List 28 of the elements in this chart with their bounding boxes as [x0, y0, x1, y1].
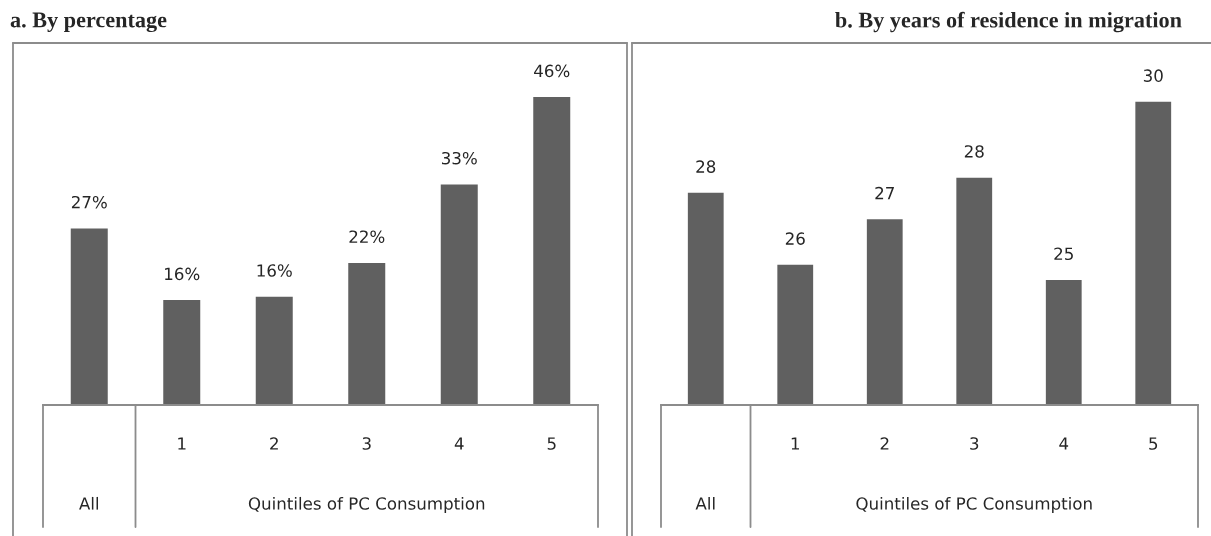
- x-tick-label: 5: [547, 437, 556, 450]
- data-label: 26: [785, 232, 805, 245]
- data-label: 22%: [349, 230, 385, 243]
- data-label: 16%: [165, 267, 200, 281]
- data-label: 28: [696, 160, 716, 173]
- data-label: 33%: [442, 151, 477, 165]
- data-label: 27: [875, 186, 894, 200]
- x-tick-label: 4: [1059, 437, 1069, 450]
- chart-title: b. By years of residence in migration: [835, 11, 1182, 33]
- x-tick-label: 3: [362, 437, 371, 450]
- x-tick-label: 5: [1149, 437, 1158, 450]
- x-tick-label: 4: [454, 437, 464, 450]
- x-tick-label: 1: [178, 437, 186, 450]
- data-label: 25: [1054, 247, 1073, 261]
- data-label: 27%: [71, 195, 107, 209]
- text: All: [695, 496, 715, 510]
- data-label: 28: [964, 145, 984, 158]
- data-label: 30: [1143, 69, 1163, 82]
- x-tick-label: 3: [970, 437, 979, 450]
- x-tick-label: 1: [791, 437, 800, 450]
- text: Quintiles of PC Consumption: [856, 496, 1092, 514]
- data-label: 46%: [534, 64, 570, 78]
- text: All: [79, 496, 99, 510]
- chart-title: a. By percentage: [10, 12, 167, 33]
- x-tick-label: 2: [880, 437, 889, 450]
- text: Quintiles of PC Consumption: [248, 496, 485, 514]
- data-label: 16%: [257, 264, 292, 277]
- x-tick-label: 2: [270, 437, 278, 450]
